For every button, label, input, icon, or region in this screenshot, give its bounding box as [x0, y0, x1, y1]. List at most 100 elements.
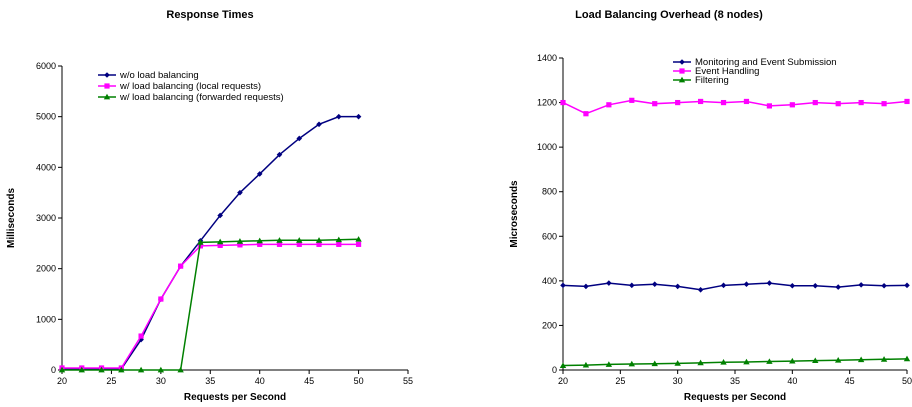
data-point — [296, 237, 303, 243]
x-tick-label: 25 — [106, 376, 116, 386]
data-point — [336, 241, 342, 247]
data-point — [835, 101, 841, 107]
data-point — [651, 281, 658, 287]
y-axis-label: Microseconds — [509, 180, 520, 248]
x-tick-label: 35 — [205, 376, 215, 386]
y-tick-label: 200 — [542, 320, 557, 330]
data-point — [157, 366, 165, 373]
data-point — [743, 281, 750, 287]
series-line — [562, 99, 908, 115]
y-tick-label: 5000 — [36, 112, 56, 122]
series-line — [62, 238, 359, 371]
legend-label: Event Handling — [695, 66, 759, 77]
y-tick-label: 2000 — [36, 264, 56, 274]
data-point — [276, 241, 283, 247]
data-point — [296, 241, 302, 247]
series-2 — [59, 241, 362, 371]
data-point — [858, 99, 864, 106]
data-point — [583, 111, 589, 117]
series-2 — [560, 97, 910, 117]
data-point — [559, 362, 567, 368]
data-point — [256, 171, 263, 177]
data-point — [903, 355, 911, 362]
data-point — [675, 99, 681, 106]
load-balancing-overhead-chart: Load Balancing Overhead (8 nodes) 0 200 400… — [509, 9, 912, 403]
y-tick-label: 0 — [552, 365, 557, 375]
data-point — [217, 242, 223, 248]
data-point — [276, 151, 283, 158]
data-point — [652, 101, 658, 107]
data-point — [881, 101, 887, 107]
data-point — [276, 237, 283, 243]
data-point — [355, 241, 362, 247]
data-point — [629, 97, 635, 103]
data-point — [812, 99, 818, 106]
y-tick-label: 6000 — [36, 61, 56, 71]
data-point — [177, 366, 184, 373]
data-point — [835, 284, 841, 290]
data-point — [743, 98, 750, 105]
y-tick-label: 400 — [542, 276, 557, 286]
data-point — [789, 102, 795, 108]
legend-marker — [679, 59, 685, 65]
series-line — [62, 115, 359, 370]
data-point — [257, 241, 263, 247]
x-tick-label: 50 — [902, 376, 912, 386]
data-point — [789, 357, 796, 364]
data-point — [720, 359, 727, 365]
data-point — [216, 238, 224, 245]
data-point — [904, 282, 910, 289]
legend-marker — [104, 83, 110, 89]
legend-label: w/o load balancing — [119, 70, 199, 81]
y-tick-label: 3000 — [36, 213, 56, 223]
data-point — [98, 366, 105, 373]
data-point — [118, 366, 125, 373]
x-tick-label: 30 — [156, 376, 166, 386]
series-line — [562, 282, 908, 291]
y-tick-label: 4000 — [36, 162, 56, 172]
x-tick-label: 25 — [615, 376, 625, 386]
y-tick-label: 800 — [542, 187, 557, 197]
data-point — [78, 366, 85, 373]
data-point — [583, 283, 589, 290]
x-tick-label: 20 — [57, 376, 67, 386]
legend-label: Filtering — [695, 75, 729, 86]
chart-title: Load Balancing Overhead (8 nodes) — [575, 9, 763, 21]
series-1 — [59, 113, 362, 372]
x-tick-label: 55 — [403, 376, 413, 386]
data-point — [606, 280, 612, 286]
data-point — [158, 296, 164, 302]
data-point — [674, 360, 681, 366]
data-point — [560, 282, 566, 289]
data-point — [316, 121, 322, 128]
x-tick-label: 45 — [304, 376, 314, 386]
legend-label: w/ load balancing (local requests) — [119, 81, 261, 92]
data-point — [315, 237, 323, 243]
response-times-chart: Response Times 0 1000 2000 3000 4000 5000 6000 2… — [6, 9, 413, 403]
data-point — [904, 98, 910, 105]
data-point — [674, 283, 681, 290]
data-point — [335, 236, 342, 243]
data-point — [606, 102, 612, 108]
legend-entry: w/ load balancing (local requests) — [98, 81, 261, 92]
legend-entry: w/o load balancing — [98, 70, 199, 81]
data-point — [835, 356, 842, 363]
data-point — [178, 263, 184, 269]
data-point — [138, 336, 144, 343]
data-point — [857, 356, 865, 363]
data-point — [355, 236, 362, 242]
data-point — [880, 356, 888, 362]
legend-marker — [104, 72, 110, 78]
x-axis-label: Requests per Second — [184, 392, 286, 403]
data-point — [789, 282, 796, 289]
data-point — [766, 103, 772, 109]
x-tick-label: 45 — [845, 376, 855, 386]
data-point — [582, 361, 590, 368]
y-tick-label: 600 — [542, 231, 557, 241]
data-point — [336, 113, 342, 120]
data-point — [812, 282, 819, 289]
data-point — [237, 189, 243, 196]
data-point — [58, 366, 66, 373]
data-point — [605, 361, 613, 367]
